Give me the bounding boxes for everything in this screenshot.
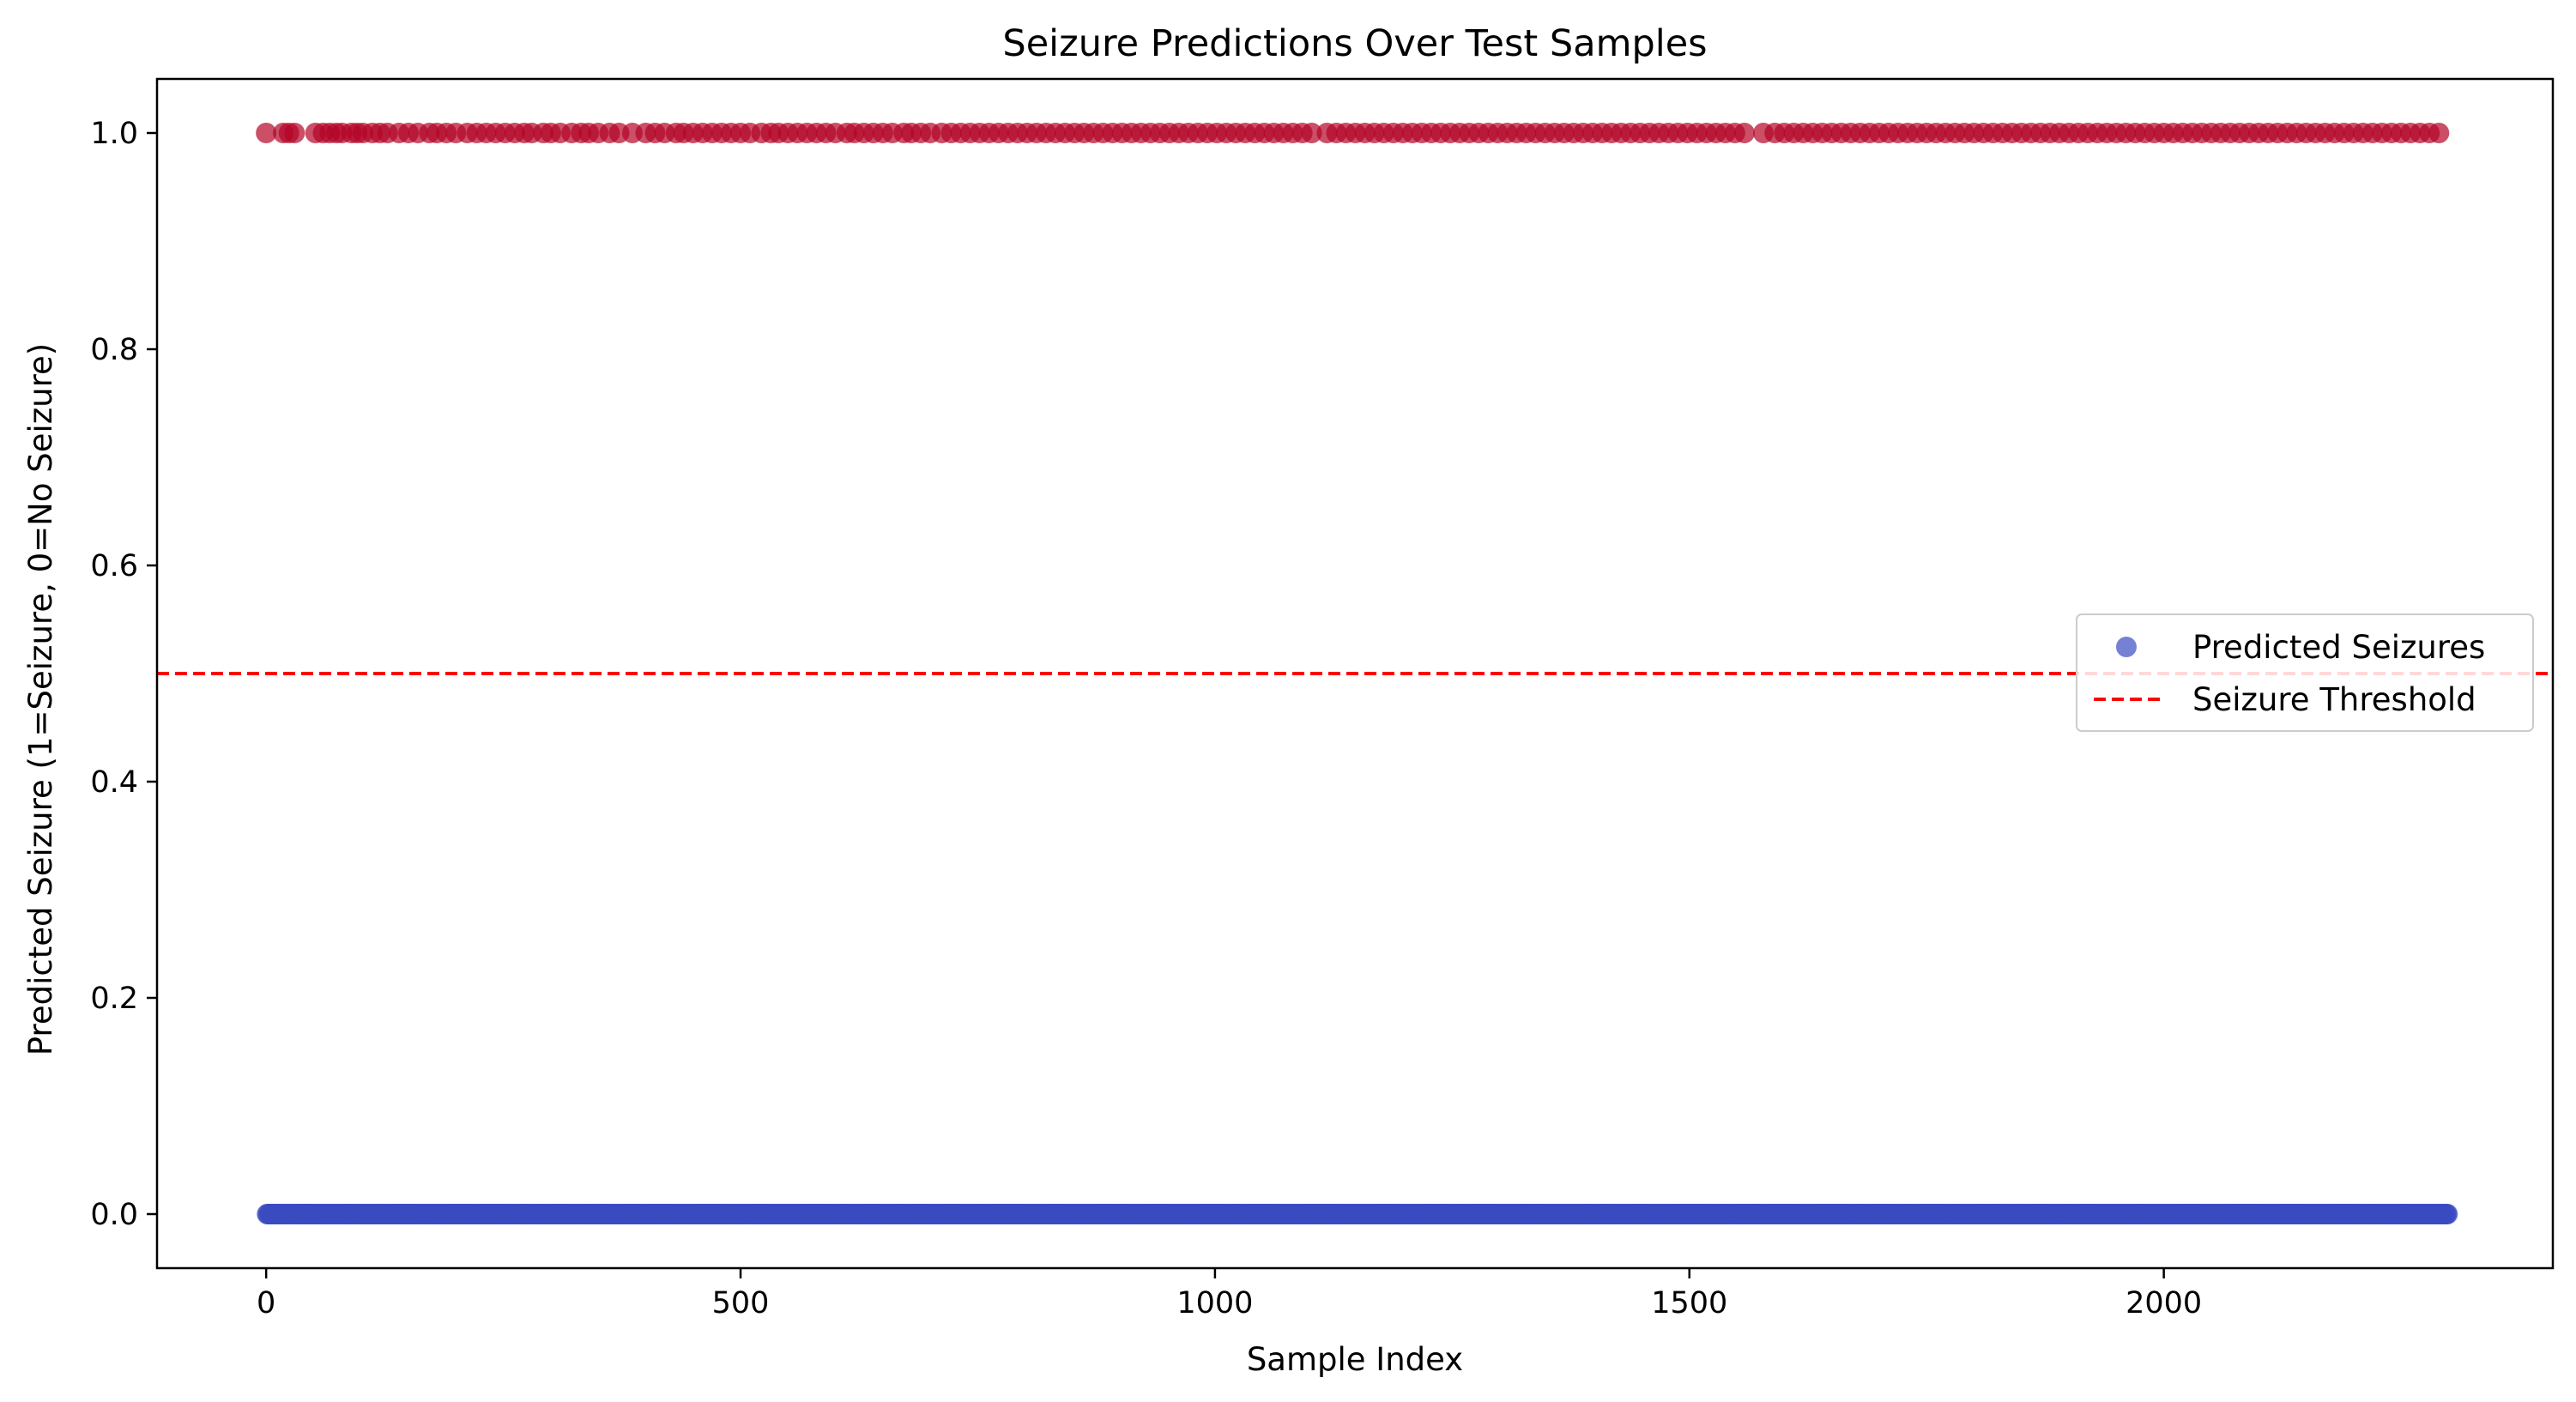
- y-tick-label: 0.8: [90, 333, 138, 367]
- axes-frame: [155, 77, 2555, 1270]
- x-axis-label: Sample Index: [1247, 1341, 1463, 1378]
- data-point-seizure: [1733, 123, 1755, 143]
- data-point-no-seizure: [2437, 1204, 2458, 1224]
- x-tick-label: 1000: [1176, 1286, 1253, 1320]
- chart-title: Seizure Predictions Over Test Samples: [1002, 22, 1707, 65]
- points-layer: [256, 123, 2458, 1224]
- legend-label-predicted-seizures: Predicted Seizures: [2192, 629, 2485, 666]
- y-tick-label: 1.0: [90, 117, 138, 151]
- x-tick-label: 0: [257, 1286, 275, 1320]
- y-tick-label: 0.6: [90, 549, 138, 583]
- y-tick-label: 0.0: [90, 1198, 138, 1232]
- y-tick-label: 0.4: [90, 765, 138, 800]
- legend-label-seizure-threshold: Seizure Threshold: [2192, 681, 2476, 718]
- legend-box: [2076, 613, 2534, 732]
- x-tick-label: 2000: [2126, 1286, 2202, 1320]
- x-tick-label: 500: [712, 1286, 770, 1320]
- y-axis-label: Predicted Seizure (1=Seizure, 0=No Seizu…: [22, 343, 59, 1055]
- data-point-seizure: [2428, 123, 2450, 143]
- legend-marker-predicted-seizures: [2116, 637, 2137, 657]
- plot-area: [155, 77, 2555, 1270]
- legend: Predicted Seizures Seizure Threshold: [2076, 613, 2534, 732]
- y-axis-ticks: 0.0 0.2 0.4 0.6 0.8 1.0: [90, 117, 157, 1232]
- x-axis-ticks: 0 500 1000 1500 2000: [257, 1268, 2202, 1320]
- y-tick-label: 0.2: [90, 982, 138, 1016]
- data-point-seizure: [1301, 123, 1322, 143]
- data-point-seizure: [256, 123, 277, 143]
- data-point-seizure: [284, 123, 305, 143]
- x-tick-label: 1500: [1651, 1286, 1727, 1320]
